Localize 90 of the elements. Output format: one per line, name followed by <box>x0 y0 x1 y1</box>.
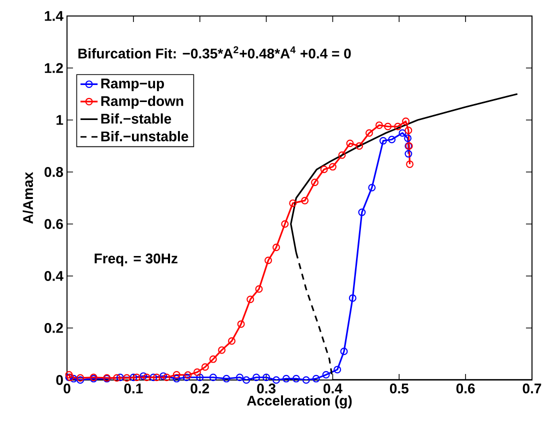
point <box>182 374 190 382</box>
point <box>184 371 192 379</box>
point <box>201 363 209 371</box>
point <box>236 374 244 382</box>
point <box>140 372 148 380</box>
point <box>255 285 263 293</box>
point <box>193 368 201 376</box>
legend-label: Bif.−stable <box>101 113 172 124</box>
x-tick-label: 0.1 <box>124 384 143 394</box>
annotation: Bifurcation Fit: −0.35*A$^{2}$+0.48*A$^{4}$ +0.4 = 0 <box>78 46 351 59</box>
point <box>292 374 300 382</box>
point <box>162 374 170 382</box>
x-tick-label: 0.5 <box>390 384 408 394</box>
point <box>379 137 387 145</box>
legend-label: Bif.−unstable <box>101 131 188 142</box>
y-tick-label: 1.4 <box>44 11 64 21</box>
point <box>404 150 412 158</box>
point <box>312 374 320 382</box>
point <box>150 374 158 382</box>
point <box>209 374 217 382</box>
point <box>152 374 160 382</box>
point <box>356 142 364 150</box>
x-tick-label: 0.3 <box>257 384 276 394</box>
point <box>123 374 131 382</box>
point <box>65 371 73 379</box>
point <box>209 355 217 363</box>
point <box>375 121 383 129</box>
point <box>116 374 124 382</box>
annotation: Freq. = 30Hz <box>94 254 178 266</box>
point <box>358 208 366 216</box>
point <box>237 320 245 328</box>
point <box>196 374 204 382</box>
point <box>388 136 396 144</box>
point <box>172 374 180 382</box>
x-tick-label: 0 <box>64 384 70 394</box>
point <box>130 374 138 382</box>
point <box>334 366 342 374</box>
point <box>133 374 141 382</box>
point <box>320 166 328 174</box>
legend-label: Ramp−up <box>101 78 164 92</box>
point <box>394 122 402 130</box>
point <box>404 134 412 142</box>
x-axis-title: Acceleration (g) <box>246 395 352 408</box>
y-tick-label: 0 <box>56 375 63 385</box>
y-axis-title: A/Amax <box>22 172 34 224</box>
y-tick-label: 0.8 <box>44 167 64 177</box>
point <box>302 376 310 384</box>
point <box>252 374 260 382</box>
point <box>246 296 254 304</box>
point <box>398 129 406 137</box>
y-tick-label: 0.6 <box>44 219 63 229</box>
point <box>406 160 414 168</box>
point <box>328 163 336 171</box>
point <box>113 374 121 382</box>
x-tick-label: 0.7 <box>522 384 542 394</box>
point <box>340 348 348 356</box>
point <box>404 126 412 134</box>
point <box>70 374 78 382</box>
point <box>346 140 354 148</box>
y-tick-label: 0.4 <box>44 271 64 281</box>
point <box>262 374 270 382</box>
y-tick-label: 1 <box>56 115 64 125</box>
point <box>281 220 289 228</box>
point <box>272 244 280 252</box>
point <box>142 374 150 382</box>
point <box>218 346 226 354</box>
x-tick-label: 0.2 <box>190 384 210 394</box>
point <box>228 337 236 345</box>
point <box>172 371 180 379</box>
point <box>160 372 168 380</box>
point <box>402 118 410 126</box>
y-tick-label: 1.2 <box>44 63 63 73</box>
point <box>242 376 250 384</box>
x-tick-label: 0.4 <box>324 384 342 394</box>
point <box>384 122 392 130</box>
y-tick-label: 0.2 <box>44 323 63 333</box>
point <box>322 371 330 379</box>
point <box>301 196 309 204</box>
point <box>311 178 319 186</box>
x-tick-label: 0.6 <box>456 384 475 394</box>
point <box>365 129 373 137</box>
point <box>264 256 272 264</box>
point <box>348 294 356 302</box>
point <box>338 151 346 159</box>
legend-label: Ramp−down <box>101 96 184 109</box>
point <box>289 199 297 207</box>
point <box>272 376 280 384</box>
point <box>222 374 230 382</box>
point <box>368 184 376 192</box>
point <box>282 374 290 382</box>
